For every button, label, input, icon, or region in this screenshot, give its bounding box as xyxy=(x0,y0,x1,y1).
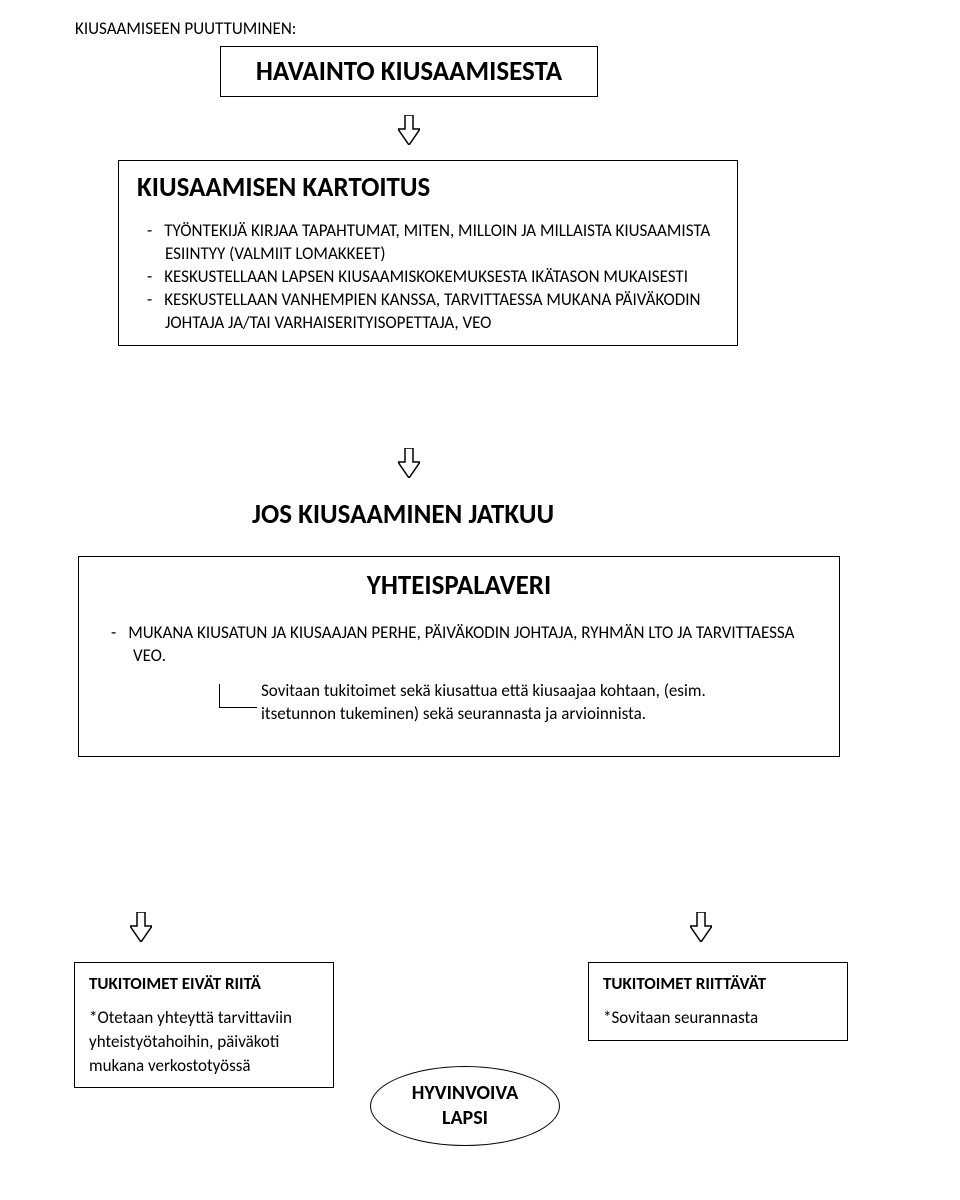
page-title: KIUSAAMISEEN PUUTTUMINEN: xyxy=(75,18,296,39)
ellipse-line1: HYVINVOIVA xyxy=(412,1081,519,1106)
arrow-left xyxy=(130,912,150,942)
yhteispalaveri-heading: YHTEISPALAVERI xyxy=(99,569,819,602)
kartoitus-heading: KIUSAAMISEN KARTOITUS xyxy=(137,171,719,204)
list-item: TYÖNTEKIJÄ KIRJAA TAPAHTUMAT, MITEN, MIL… xyxy=(137,220,719,266)
list-item: MUKANA KIUSATUN JA KIUSAAJAN PERHE, PÄIV… xyxy=(99,622,819,668)
havainto-heading: HAVAINTO KIUSAAMISESTA xyxy=(239,55,579,88)
arrow-2 xyxy=(398,448,418,478)
arrow-right xyxy=(690,912,710,942)
arrow-1 xyxy=(398,115,418,145)
sovitaan-line2: itsetunnon tukeminen) sekä seurannasta j… xyxy=(261,703,646,724)
right-box-line1: *Sovitaan seurannasta xyxy=(603,1006,833,1030)
yhteispalaveri-box: YHTEISPALAVERI MUKANA KIUSATUN JA KIUSAA… xyxy=(78,556,840,757)
left-box-line3: mukana verkostotyössä xyxy=(89,1054,319,1078)
left-box-heading: TUKITOIMET EIVÄT RIITÄ xyxy=(89,973,319,994)
left-box-line1: *Otetaan yhteyttä tarvittaviin xyxy=(89,1006,319,1030)
ellipse-line2: LAPSI xyxy=(442,1106,488,1131)
jos-kiusaaminen-jatkuu: JOS KIUSAAMINEN JATKUU xyxy=(252,498,554,531)
left-box-line2: yhteistyötahoihin, päiväkoti xyxy=(89,1030,319,1054)
kartoitus-box: KIUSAAMISEN KARTOITUS TYÖNTEKIJÄ KIRJAA … xyxy=(118,160,738,346)
hyvinvoiva-lapsi-ellipse: HYVINVOIVA LAPSI xyxy=(370,1066,560,1146)
sovitaan-text: Sovitaan tukitoimet sekä kiusattua että … xyxy=(261,680,819,726)
tukitoimet-riittavat-box: TUKITOIMET RIITTÄVÄT *Sovitaan seurannas… xyxy=(588,962,848,1041)
right-box-heading: TUKITOIMET RIITTÄVÄT xyxy=(603,973,833,994)
yhteispalaveri-list: MUKANA KIUSATUN JA KIUSAAJAN PERHE, PÄIV… xyxy=(99,622,819,668)
list-item: KESKUSTELLAAN LAPSEN KIUSAAMISKOKEMUKSES… xyxy=(137,266,719,289)
sovitaan-line1: Sovitaan tukitoimet sekä kiusattua että … xyxy=(261,680,706,701)
connector-line xyxy=(219,684,257,708)
list-item: KESKUSTELLAAN VANHEMPIEN KANSSA, TARVITT… xyxy=(137,289,719,335)
kartoitus-list: TYÖNTEKIJÄ KIRJAA TAPAHTUMAT, MITEN, MIL… xyxy=(137,220,719,335)
tukitoimet-eivat-riita-box: TUKITOIMET EIVÄT RIITÄ *Otetaan yhteyttä… xyxy=(74,962,334,1088)
havainto-box: HAVAINTO KIUSAAMISESTA xyxy=(220,46,598,97)
